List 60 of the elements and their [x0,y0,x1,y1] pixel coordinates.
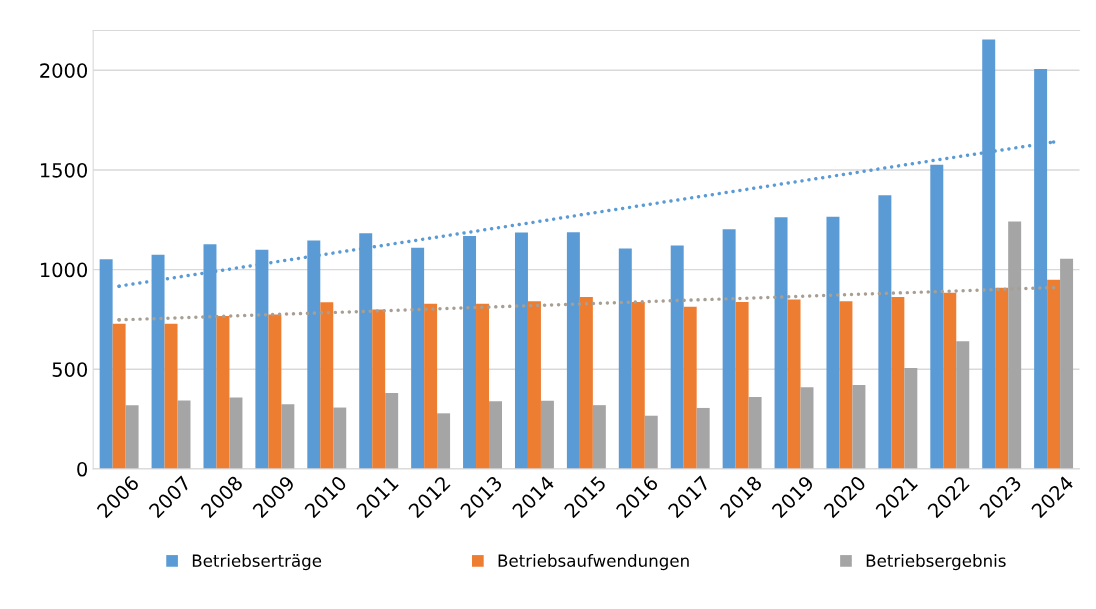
y-tick-label: 1000 [40,262,88,278]
bar [800,387,814,469]
bar [1008,221,1022,469]
bar [268,314,282,469]
legend-label: Betriebsaufwendungen [498,554,689,571]
bar [514,232,528,469]
bar [566,232,580,469]
bar [579,296,593,469]
bar [476,303,490,469]
bar [930,164,944,469]
bar [618,248,632,469]
bar [826,216,840,469]
bar [540,400,554,469]
y-tick-label: 1500 [40,162,88,178]
bar [385,392,399,469]
bar [670,245,684,469]
point [1051,285,1056,290]
y-tick-label: 500 [52,362,88,377]
bar [1047,279,1061,469]
bar [489,401,502,469]
bar [943,292,957,469]
bar [891,296,905,469]
bar [722,229,736,469]
bar [164,323,178,469]
bar [644,415,658,469]
y-tick-label: 0 [77,461,88,477]
bar [748,396,762,469]
point [117,284,121,288]
bar [995,287,1009,469]
bar [424,303,438,469]
bar [125,405,139,469]
bar [787,299,801,469]
bar [683,306,697,469]
bar [631,301,645,469]
bar [956,341,970,469]
bar [320,302,334,469]
bar [527,301,541,469]
bar [333,407,347,469]
bar [281,404,295,469]
bar [878,195,892,469]
bar [1060,258,1074,469]
bar [411,247,425,469]
bar [99,259,113,469]
bar [696,407,710,469]
bar [774,217,788,469]
bar [592,405,606,469]
bar [735,301,749,469]
legend-label: Betriebserträge [192,554,322,571]
bar [112,323,126,469]
bar [904,368,918,469]
bar [437,413,451,469]
bar [229,397,243,469]
bar [852,385,866,469]
point [117,318,121,322]
legend-label: Betriebsergebnis [866,554,1006,571]
bar [177,400,191,469]
y-tick-label: 2000 [40,63,88,78]
bar [216,316,230,469]
bar [372,309,386,469]
bar [839,301,853,469]
